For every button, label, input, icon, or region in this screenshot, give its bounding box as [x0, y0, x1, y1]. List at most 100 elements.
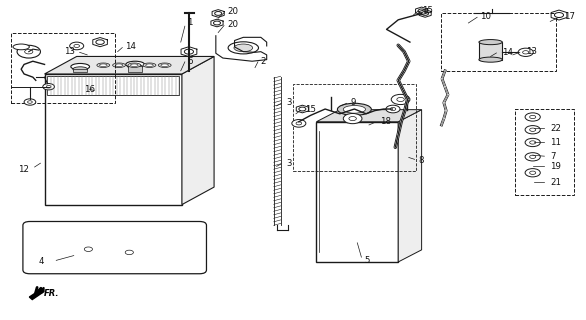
- Circle shape: [70, 42, 84, 50]
- Circle shape: [214, 12, 222, 15]
- Ellipse shape: [115, 64, 123, 67]
- Circle shape: [292, 120, 306, 127]
- Text: 14: 14: [125, 42, 136, 52]
- Circle shape: [343, 114, 362, 124]
- Text: 20: 20: [227, 7, 239, 16]
- Circle shape: [125, 250, 134, 255]
- Circle shape: [24, 99, 36, 105]
- Text: 12: 12: [18, 165, 29, 174]
- Ellipse shape: [131, 64, 138, 67]
- Circle shape: [518, 48, 533, 56]
- Circle shape: [530, 128, 536, 132]
- Circle shape: [391, 94, 410, 105]
- Circle shape: [28, 101, 32, 103]
- Polygon shape: [45, 56, 214, 74]
- Circle shape: [418, 9, 425, 13]
- Circle shape: [74, 44, 80, 47]
- Ellipse shape: [234, 44, 253, 52]
- Text: 14: 14: [502, 48, 513, 57]
- Circle shape: [525, 169, 540, 177]
- Text: 3: 3: [286, 159, 291, 168]
- Circle shape: [96, 40, 104, 44]
- Ellipse shape: [128, 63, 141, 68]
- Text: 15: 15: [421, 6, 432, 15]
- Circle shape: [296, 122, 302, 125]
- Ellipse shape: [113, 63, 125, 68]
- Ellipse shape: [97, 63, 110, 68]
- Bar: [441, 13, 556, 71]
- Text: 10: 10: [480, 12, 491, 21]
- Polygon shape: [29, 287, 44, 300]
- Text: 17: 17: [564, 12, 575, 21]
- Ellipse shape: [73, 67, 87, 72]
- Text: 11: 11: [550, 138, 561, 147]
- Text: 7: 7: [550, 152, 556, 161]
- Text: 3: 3: [286, 98, 291, 107]
- Text: 19: 19: [550, 162, 561, 171]
- Text: 1: 1: [186, 19, 192, 28]
- Circle shape: [525, 113, 540, 121]
- Bar: [515, 109, 574, 195]
- Circle shape: [299, 107, 306, 111]
- Text: 20: 20: [227, 20, 239, 29]
- Ellipse shape: [13, 44, 29, 50]
- Circle shape: [530, 141, 536, 144]
- Circle shape: [17, 45, 40, 58]
- Ellipse shape: [146, 64, 154, 67]
- Text: 8: 8: [418, 156, 424, 164]
- Circle shape: [185, 49, 193, 54]
- Text: 13: 13: [526, 47, 537, 56]
- Circle shape: [525, 153, 540, 161]
- FancyBboxPatch shape: [23, 221, 206, 274]
- Circle shape: [530, 155, 536, 158]
- Ellipse shape: [143, 63, 156, 68]
- Ellipse shape: [479, 57, 502, 62]
- Text: FR.: FR.: [44, 289, 59, 298]
- Ellipse shape: [126, 61, 145, 68]
- Text: 22: 22: [550, 124, 561, 132]
- Ellipse shape: [100, 64, 107, 67]
- Text: 2: 2: [261, 57, 267, 66]
- Circle shape: [530, 171, 536, 174]
- Circle shape: [421, 12, 428, 15]
- Text: 15: 15: [305, 105, 316, 114]
- Bar: [47, 76, 179, 95]
- Bar: [479, 42, 502, 60]
- Bar: [11, 33, 115, 103]
- Bar: [293, 84, 416, 171]
- Text: 18: 18: [380, 117, 390, 126]
- Text: 5: 5: [364, 256, 370, 265]
- Text: 6: 6: [188, 57, 193, 66]
- Ellipse shape: [479, 40, 502, 45]
- Ellipse shape: [158, 63, 171, 68]
- Text: 21: 21: [550, 178, 561, 187]
- Ellipse shape: [161, 64, 169, 67]
- Text: 9: 9: [350, 98, 356, 107]
- Circle shape: [397, 97, 404, 101]
- Circle shape: [386, 105, 400, 113]
- Polygon shape: [182, 56, 214, 204]
- Ellipse shape: [71, 63, 90, 70]
- Circle shape: [390, 108, 396, 110]
- Bar: [128, 66, 142, 72]
- Circle shape: [523, 51, 529, 54]
- Text: 4: 4: [39, 258, 44, 267]
- Text: 16: 16: [84, 85, 95, 94]
- Circle shape: [46, 85, 51, 88]
- Text: 13: 13: [64, 47, 75, 56]
- Circle shape: [213, 21, 220, 25]
- Circle shape: [525, 138, 540, 147]
- Ellipse shape: [128, 64, 142, 69]
- Ellipse shape: [343, 106, 366, 113]
- Circle shape: [349, 116, 356, 121]
- Polygon shape: [316, 110, 421, 122]
- Circle shape: [530, 115, 536, 119]
- Bar: [73, 68, 87, 72]
- Circle shape: [43, 84, 54, 90]
- Bar: [316, 122, 398, 262]
- Polygon shape: [398, 110, 421, 262]
- Ellipse shape: [228, 42, 258, 54]
- Circle shape: [554, 12, 564, 18]
- Ellipse shape: [338, 103, 372, 116]
- Circle shape: [84, 247, 93, 252]
